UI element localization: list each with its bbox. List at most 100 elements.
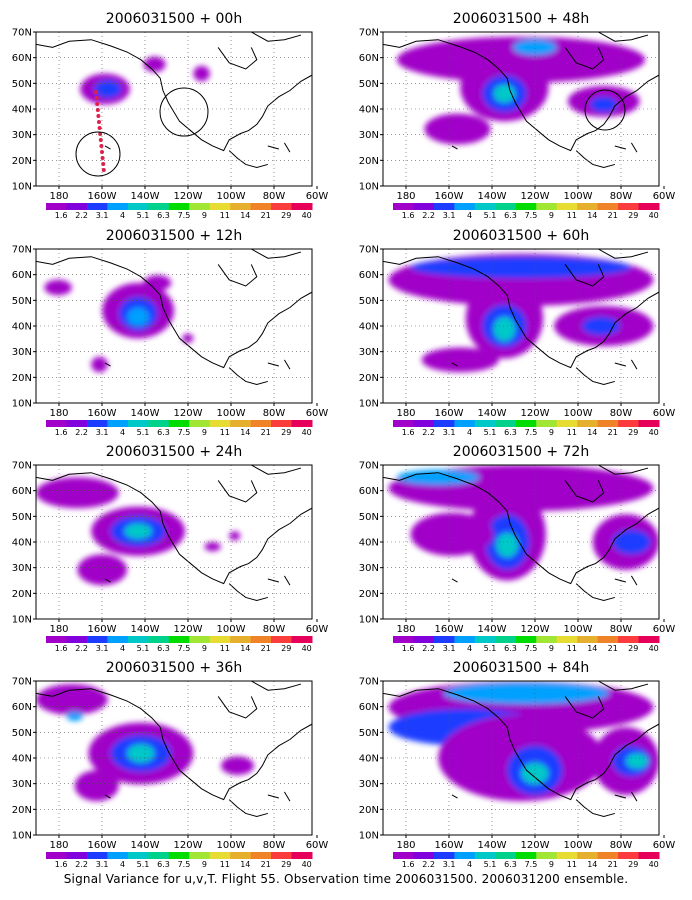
x-tick-label: 80W [610,191,633,202]
range-circle [159,87,209,137]
colorbar-label: 14 [240,860,250,869]
variance-contour [91,356,108,373]
colorbar-segment [454,636,476,643]
x-tick-label: 160W [435,408,464,419]
graticule [383,681,659,835]
colorbar-label: 4 [467,860,472,869]
variance-field [388,681,659,802]
variance-contour [74,770,119,802]
colorbar-label: 2.2 [75,428,88,437]
colorbar-segment [433,852,455,859]
y-tick-label: 20N [12,373,32,384]
colorbar-label: 3.1 [443,644,456,653]
range-circle [584,89,626,131]
y-tick-label: 20N [359,373,379,384]
panel-title: 2006031500 + 24h [106,444,242,460]
coastline [36,681,312,818]
y-tick-label: 40N [359,538,379,549]
colorbar-label: 4 [467,428,472,437]
colorbar-label: 9 [549,860,554,869]
colorbar-segment [86,203,108,210]
colorbar-label: 40 [649,211,659,220]
colorbar-label: 6.3 [504,644,517,653]
graticule [383,249,659,403]
variance-contour [443,682,610,705]
colorbar-label: 1.6 [402,211,415,220]
variance-field [388,253,654,373]
variance-contour [143,56,166,73]
x-tick-label: 100W [217,408,246,419]
x-tick-label: 100W [217,191,246,202]
x-tick-label: 60W [306,840,329,851]
y-tick-label: 60N [359,53,379,64]
colorbar-segment [433,203,455,210]
y-tick-label: 40N [359,754,379,765]
y-tick-label: 10N [12,615,32,626]
y-tick-label: 30N [12,563,32,574]
y-tick-label: 40N [12,322,32,333]
map-panel: 2006031500 + 00h 70N 60N 50N 40N 30N 20N 10N 180… [12,11,329,220]
colorbar-segment [168,420,190,427]
colorbar-label: 29 [628,644,638,653]
y-tick-label: 50N [359,79,379,90]
colorbar-label: 3.1 [443,860,456,869]
colorbar-segment [556,203,578,210]
y-tick-label: 70N [12,677,32,688]
colorbar-segment [250,852,272,859]
colorbar-label: 11 [567,211,577,220]
colorbar-segment [577,852,599,859]
colorbar-segment [413,203,435,210]
y-tick-label: 20N [12,805,32,816]
variance-contour [625,753,648,769]
colorbar-segment [474,203,496,210]
colorbar-label: 9 [549,428,554,437]
y-tick-label: 70N [12,461,32,472]
colorbar-segment [515,852,537,859]
colorbar-label: 11 [567,428,577,437]
x-tick-label: 60W [653,408,676,419]
x-tick-label: 120W [174,624,203,635]
y-tick-label: 20N [12,589,32,600]
y-tick-label: 50N [12,296,32,307]
x-tick-label: 60W [306,624,329,635]
colorbar-segment [86,420,108,427]
colorbar-segment [148,420,170,427]
colorbar-label: 21 [261,644,271,653]
x-tick-label: 160W [435,624,464,635]
colorbar-segment [46,420,67,427]
colorbar-label: 29 [281,644,291,653]
x-tick-label: 180 [49,840,68,851]
y-tick-label: 20N [359,589,379,600]
colorbar-segment [597,420,619,427]
colorbar-segment [638,420,660,427]
colorbar-segment [230,203,252,210]
x-tick-label: 120W [174,840,203,851]
colorbar-segment [107,420,129,427]
x-tick-label: 140W [478,191,507,202]
variance-contour [410,256,632,279]
colorbar-label: 2.2 [422,211,435,220]
y-tick-label: 10N [12,182,32,193]
y-tick-label: 60N [359,702,379,713]
colorbar-label: 40 [302,860,312,869]
y-tick-label: 30N [359,563,379,574]
colorbar-segment [618,203,640,210]
colorbar-label: 11 [220,644,230,653]
variance-contour [66,711,83,722]
y-tick-label: 40N [12,105,32,116]
y-tick-label: 30N [12,347,32,358]
colorbar-label: 4 [120,428,125,437]
colorbar-label: 29 [628,211,638,220]
colorbar-label: 5.1 [484,211,497,220]
colorbar-label: 11 [220,211,230,220]
flight-track-point [96,114,101,118]
flight-track-point [95,108,100,112]
colorbar-label: 5.1 [137,860,150,869]
colorbar-segment [433,636,455,643]
colorbar-label: 21 [608,211,618,220]
variance-contour [127,744,155,763]
variance-contour [36,477,119,509]
colorbar-segment [454,852,476,859]
figure-caption: Signal Variance for u,v,T. Flight 55. Ob… [63,872,629,886]
colorbar-segment [250,420,272,427]
